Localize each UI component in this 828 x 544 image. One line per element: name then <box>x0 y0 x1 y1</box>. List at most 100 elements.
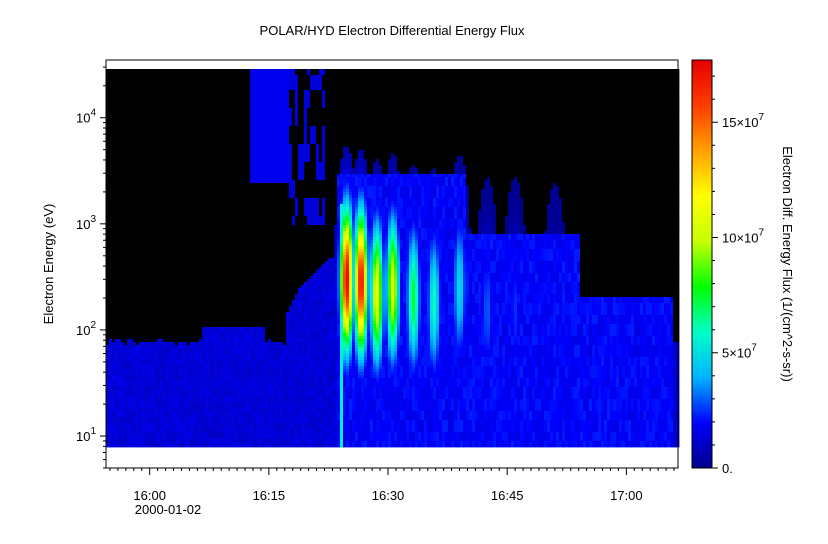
spectrogram-cell <box>121 243 124 246</box>
spectrogram-cell <box>127 333 130 336</box>
spectrogram-cell <box>205 348 208 351</box>
spectrogram-cell <box>169 435 172 438</box>
spectrogram-cell <box>115 318 118 321</box>
spectrogram-cell <box>139 348 142 351</box>
spectrogram-cell <box>121 105 124 108</box>
spectrogram-cell <box>130 111 133 114</box>
spectrogram-cell <box>193 84 196 87</box>
spectrogram-cell <box>145 192 148 195</box>
spectrogram-cell <box>121 435 124 438</box>
spectrogram-cell <box>118 213 121 216</box>
spectrogram-cell <box>184 279 187 282</box>
spectrogram-cell <box>196 141 199 144</box>
spectrogram-cell <box>202 333 205 336</box>
spectrogram-cell <box>118 111 121 114</box>
spectrogram-cell <box>184 330 187 333</box>
spectrogram-cell <box>130 96 133 99</box>
spectrogram-cell <box>118 363 121 366</box>
spectrogram-cell <box>142 132 145 135</box>
spectrogram-cell <box>199 276 202 279</box>
spectrogram-cell <box>196 207 199 210</box>
spectrogram-cell <box>166 201 169 204</box>
spectrogram-cell <box>187 252 190 255</box>
spectrogram-cell <box>205 228 208 231</box>
spectrogram-cell <box>187 366 190 369</box>
spectrogram-cell <box>214 243 217 246</box>
spectrogram-cell <box>133 336 136 339</box>
spectrogram-cell <box>208 333 211 336</box>
spectrogram-cell <box>160 237 163 240</box>
spectrogram-cell <box>124 120 127 123</box>
spectrogram-cell <box>151 249 154 252</box>
spectrogram-cell <box>106 420 109 423</box>
spectrogram-cell <box>199 399 202 402</box>
spectrogram-cell <box>166 405 169 408</box>
spectrogram-cell <box>136 420 139 423</box>
spectrogram-cell <box>127 396 130 399</box>
spectrogram-cell <box>184 321 187 324</box>
spectrogram-cell <box>175 330 178 333</box>
spectrogram-cell <box>220 108 223 111</box>
spectrogram-cell <box>148 69 151 72</box>
spectrogram-cell <box>178 249 181 252</box>
spectrogram-cell <box>136 363 139 366</box>
spectrogram-cell <box>121 291 124 294</box>
spectrogram-cell <box>139 162 142 165</box>
spectrogram-cell <box>163 213 166 216</box>
spectrogram-cell <box>214 387 217 390</box>
spectrogram-cell <box>148 165 151 168</box>
spectrogram-cell <box>214 84 217 87</box>
spectrogram-cell <box>181 411 184 414</box>
spectrogram-cell <box>175 129 178 132</box>
spectrogram-cell <box>223 135 226 138</box>
spectrogram-cell <box>142 444 145 447</box>
spectrogram-cell <box>133 264 136 267</box>
spectrogram-cell <box>196 162 199 165</box>
spectrogram-cell <box>190 420 193 423</box>
spectrogram-cell <box>220 309 223 312</box>
spectrogram-cell <box>217 132 220 135</box>
spectrogram-cell <box>145 432 148 435</box>
spectrogram-cell <box>208 429 211 432</box>
spectrogram-cell <box>175 246 178 249</box>
spectrogram-cell <box>223 222 226 225</box>
spectrogram-cell <box>199 111 202 114</box>
spectrogram-cell <box>175 270 178 273</box>
spectrogram-cell <box>109 75 112 78</box>
spectrogram-cell <box>121 273 124 276</box>
spectrogram-cell <box>121 171 124 174</box>
spectrogram-cell <box>160 372 163 375</box>
spectrogram-cell <box>223 126 226 129</box>
spectrogram-cell <box>154 387 157 390</box>
spectrogram-cell <box>163 120 166 123</box>
spectrogram-cell <box>157 306 160 309</box>
spectrogram-cell <box>139 366 142 369</box>
spectrogram-cell <box>196 168 199 171</box>
spectrogram-cell <box>187 210 190 213</box>
spectrogram-cell <box>127 351 130 354</box>
spectrogram-cell <box>223 231 226 234</box>
spectrogram-cell <box>208 351 211 354</box>
spectrogram-cell <box>208 117 211 120</box>
spectrogram-cell <box>178 360 181 363</box>
spectrogram-cell <box>193 246 196 249</box>
spectrogram-cell <box>217 378 220 381</box>
spectrogram-cell <box>142 99 145 102</box>
spectrogram-cell <box>217 231 220 234</box>
spectrogram-cell <box>133 279 136 282</box>
spectrogram-cell <box>166 429 169 432</box>
spectrogram-cell <box>211 363 214 366</box>
spectrogram-cell <box>160 285 163 288</box>
spectrogram-cell <box>175 123 178 126</box>
spectrogram-cell <box>184 258 187 261</box>
spectrogram-cell <box>115 153 118 156</box>
spectrogram-cell <box>160 381 163 384</box>
spectrogram-cell <box>145 351 148 354</box>
spectrogram-cell <box>115 282 118 285</box>
spectrogram-cell <box>220 378 223 381</box>
spectrogram-cell <box>217 387 220 390</box>
spectrogram-cell <box>214 237 217 240</box>
spectrogram-cell <box>118 444 121 447</box>
spectrogram-cell <box>127 159 130 162</box>
